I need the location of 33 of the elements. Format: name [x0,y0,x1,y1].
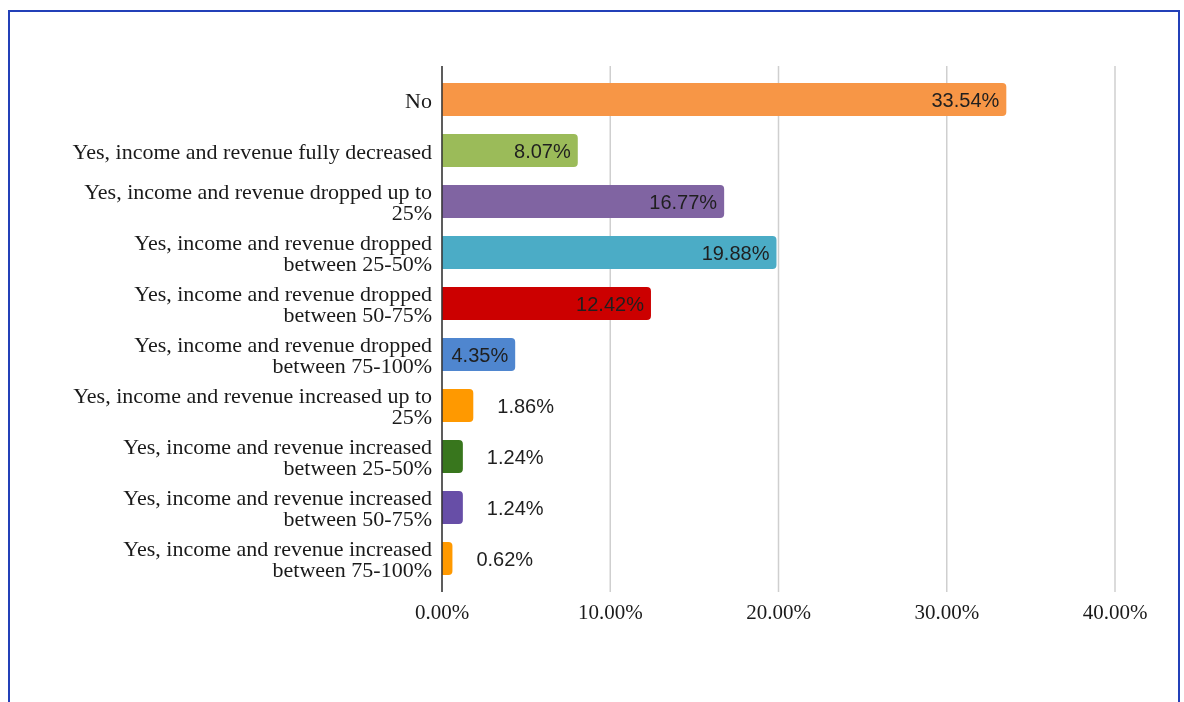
data-label: 0.62% [476,547,534,570]
x-tick-label: 20.00% [746,600,811,624]
bar [442,287,651,320]
x-tick-label: 10.00% [577,600,643,624]
y-tick-label: Yes, income and revenue increased up to 25% [73,382,432,429]
data-label: 16.77% [649,190,718,213]
y-tick-label: Yes, income and revenue increased between 25-50% [123,433,432,480]
bar [442,185,725,218]
y-tick-label: Yes, income and revenue increased between 50-75% [123,484,432,531]
y-tick-label: Yes, income and revenue dropped between 75-100% [134,331,432,378]
x-tick-label: 40.00% [1082,600,1148,624]
y-tick-label: No [405,87,432,112]
data-label: 19.88% [701,241,770,264]
data-label: 4.35% [451,343,509,366]
x-tick-label: 30.00% [914,600,980,624]
data-label: 1.86% [497,394,555,417]
data-label: 12.42% [576,292,645,315]
bar [442,236,777,269]
bar [442,440,463,473]
y-tick-label: Yes, income and revenue dropped between 50-75% [134,280,432,327]
bar [442,389,474,422]
data-label: 8.07% [514,139,571,162]
data-label: 1.24% [486,496,544,519]
bar [442,491,463,524]
bar [442,134,578,167]
y-tick-label: Yes, income and revenue dropped between 25-50% [134,229,432,276]
data-label: 33.54% [931,88,1000,111]
bar [442,83,1007,116]
data-label: 1.24% [486,445,544,468]
y-tick-label: Yes, income and revenue dropped up to 25% [84,178,432,225]
x-tick-label: 0.00% [414,600,470,624]
y-tick-label: Yes, income and revenue fully decreased [72,138,432,163]
y-tick-label: Yes, income and revenue increased between 75-100% [123,535,432,582]
